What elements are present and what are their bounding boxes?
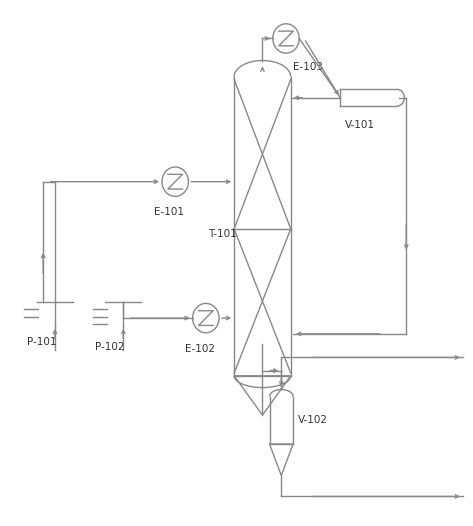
Text: E-103: E-103: [293, 62, 323, 72]
Text: V-102: V-102: [298, 416, 328, 426]
Text: P-101: P-101: [26, 337, 56, 347]
Text: T-101: T-101: [208, 229, 237, 239]
Text: P-102: P-102: [95, 342, 124, 352]
Text: E-102: E-102: [184, 343, 215, 353]
Text: V-101: V-101: [345, 119, 375, 129]
Text: E-101: E-101: [154, 207, 184, 217]
